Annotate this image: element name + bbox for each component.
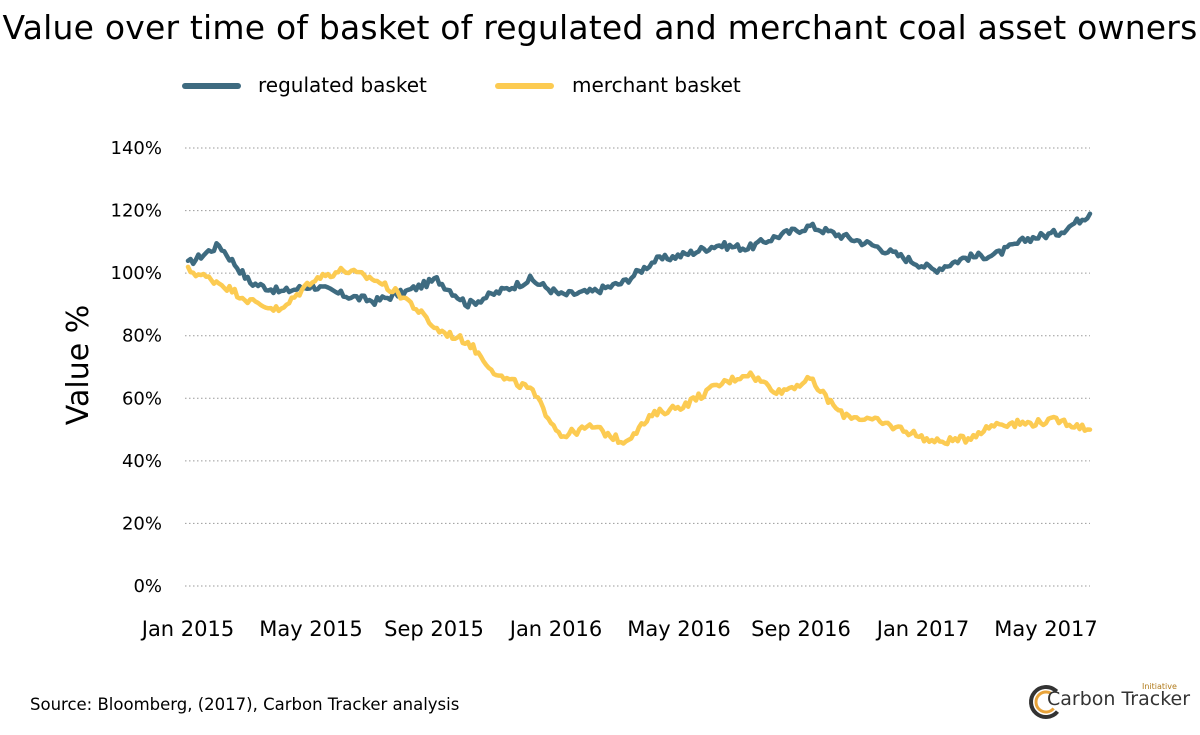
logo-wordmark: Carbon Tracker	[1047, 688, 1191, 710]
y-tick-label: 140%	[111, 138, 162, 159]
x-tick-label: Sep 2015	[384, 617, 484, 641]
x-tick-label: May 2016	[627, 617, 731, 641]
y-tick-label: 80%	[122, 326, 162, 347]
carbon-tracker-logo	[1029, 685, 1063, 719]
y-tick-label: 40%	[122, 451, 162, 472]
x-axis-ticks: Jan 2015 May 2015 Sep 2015 Jan 2016 May 2016…	[140, 617, 1098, 641]
x-tick-label: May 2017	[994, 617, 1098, 641]
series-lines	[185, 211, 1093, 447]
chart-legend: regulated basket merchant basket	[182, 73, 741, 97]
x-tick-label: Jan 2015	[140, 617, 235, 641]
x-tick-label: Sep 2016	[751, 617, 851, 641]
x-tick-label: May 2015	[259, 617, 363, 641]
chart-title: Value over time of basket of regulated a…	[2, 8, 1198, 47]
logo-tagline: Initiative	[1142, 682, 1177, 691]
y-tick-label: 120%	[111, 201, 162, 222]
y-axis-ticks: 0% 20% 40% 60% 80% 100% 120% 140%	[111, 138, 162, 597]
x-tick-label: Jan 2017	[875, 617, 970, 641]
series-line-merchant-basket	[185, 264, 1093, 447]
y-tick-label: 60%	[122, 388, 162, 409]
series-line-regulated-basket	[185, 211, 1093, 310]
y-tick-label: 0%	[133, 576, 162, 597]
y-tick-label: 20%	[122, 513, 162, 534]
source-note: Source: Bloomberg, (2017), Carbon Tracke…	[30, 695, 460, 714]
legend-label: regulated basket	[258, 73, 427, 97]
gridlines	[185, 147, 1090, 587]
y-axis-label: Value %	[61, 305, 96, 425]
y-tick-label: 100%	[111, 263, 162, 284]
x-tick-label: Jan 2016	[508, 617, 603, 641]
legend-label: merchant basket	[572, 73, 741, 97]
